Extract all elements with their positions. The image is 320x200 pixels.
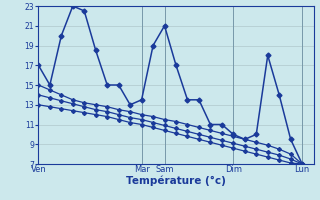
X-axis label: Température (°c): Température (°c) bbox=[126, 176, 226, 186]
